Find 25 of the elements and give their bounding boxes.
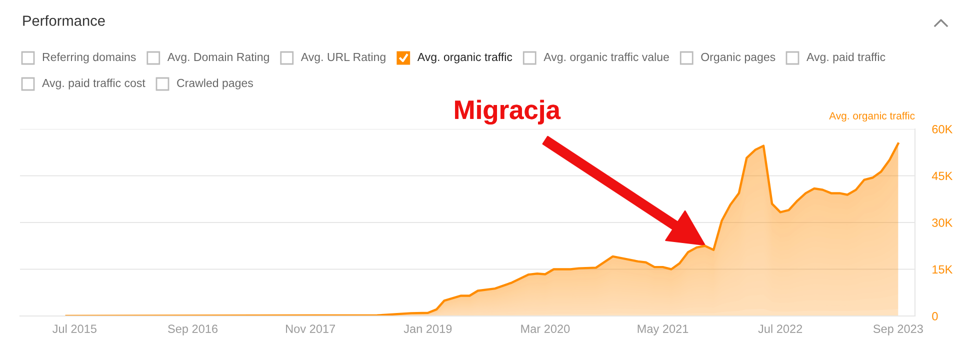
text: Avg. URL Rating — [300, 52, 386, 64]
x-tick-label: May 2021 — [638, 324, 688, 336]
chart-title: Performance — [23, 15, 105, 26]
text: Crawled pages — [177, 78, 253, 90]
text: Organic pages — [701, 52, 776, 64]
y-tick-label: 30K — [932, 218, 953, 227]
x-tick-label: Jan 2019 — [404, 324, 452, 334]
text: Avg. paid traffic cost — [42, 78, 146, 90]
legend-label: Avg. organic traffic — [417, 52, 512, 64]
text: Avg. Domain Rating — [167, 52, 269, 64]
text: Migracja — [455, 100, 561, 125]
text: Avg. paid traffic — [806, 52, 886, 64]
x-tick-label: Jul 2022 — [758, 324, 802, 334]
y-axis-title: Avg. organic traffic — [829, 112, 915, 122]
y-tick-label: 45K — [932, 172, 953, 180]
x-tick-label: Nov 2017 — [286, 324, 336, 334]
y-tick-label: 0 — [932, 312, 938, 320]
text: Avg. organic traffic value — [544, 52, 669, 64]
text: Referring domains — [42, 52, 136, 64]
x-tick-label: Jul 2015 — [52, 324, 96, 334]
x-tick-label: Mar 2020 — [521, 324, 570, 334]
y-tick-label: 15K — [932, 265, 953, 274]
x-tick-label: Sep 2023 — [873, 324, 923, 336]
x-tick-label: Sep 2016 — [168, 324, 218, 336]
y-tick-label: 60K — [932, 125, 953, 134]
